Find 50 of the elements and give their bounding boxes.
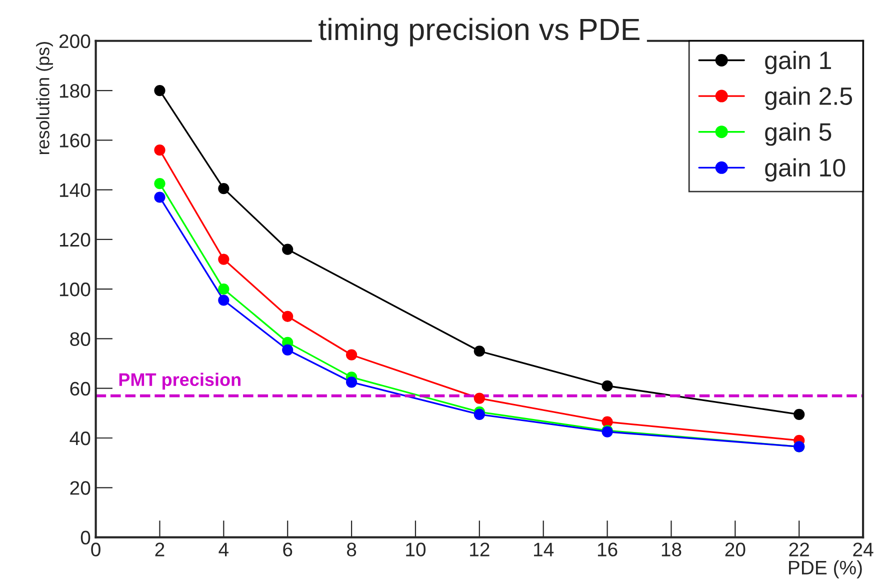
y-tick-label: 140 [60,183,90,198]
y-tick-label: 160 [60,134,90,148]
y-tick-label: 120 [60,232,90,247]
point [154,178,166,190]
point [282,310,294,322]
legend-label: gain 1 [765,50,831,74]
y-tick-label: 20 [70,481,90,495]
point [282,244,294,255]
x-tick-label: 16 [598,542,618,556]
point [154,192,166,203]
y-tick-label: 80 [70,332,90,346]
y-axis-title: resolution (ps) [36,42,53,154]
x-tick-label: 8 [346,542,356,556]
x-tick-label: 20 [725,542,746,556]
chart-title: timing precision vs PDE [318,18,640,46]
x-tick-label: 12 [470,542,490,556]
point [154,144,166,156]
y-tick-label: 100 [60,282,90,296]
x-tick-label: 6 [283,542,292,556]
x-tick-label: 14 [534,542,554,556]
point [154,84,166,96]
point [218,254,230,265]
x-tick-label: 10 [406,542,426,556]
point [218,294,230,306]
x-tick-label: 4 [218,542,229,556]
y-tick-label: 180 [60,84,90,98]
point [794,408,805,420]
y-tick-label: 60 [70,382,90,396]
x-axis-title: PDE (%) [789,560,862,578]
x-tick-label: 18 [662,542,682,556]
x-tick-label: 24 [853,542,874,556]
y-tick-label: 200 [59,34,90,48]
x-tick-label: 2 [155,542,164,556]
legend-label: gain 2.5 [765,86,852,110]
y-tick-label: 0 [80,530,90,545]
point [474,408,485,420]
point [474,346,485,357]
point [218,183,230,194]
x-tick-label: 0 [91,542,100,556]
y-tick-label: 40 [70,431,90,446]
ref-line-label: PMT precision [119,372,240,390]
point [346,349,358,360]
legend-label: gain 5 [765,122,832,146]
point [602,380,613,392]
point [282,344,294,356]
point [474,392,485,404]
x-tick-label: 22 [789,542,809,556]
point [346,376,358,388]
legend-label: gain 10 [765,158,846,182]
point [218,284,230,295]
